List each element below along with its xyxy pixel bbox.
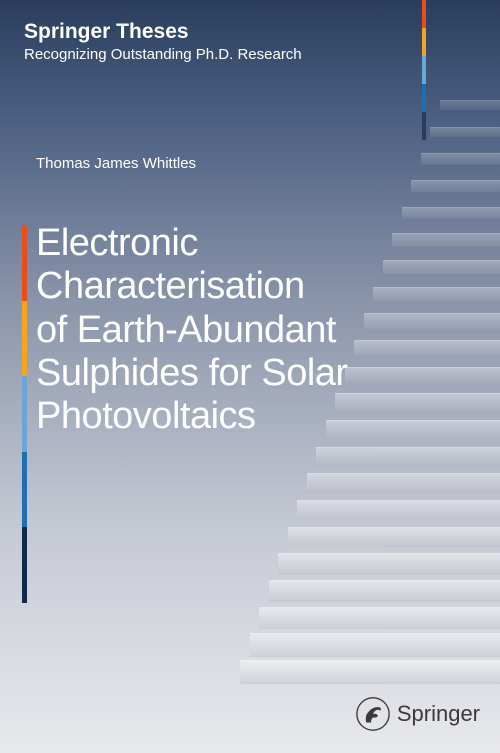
stair-step <box>421 153 500 164</box>
stair-step <box>364 313 500 328</box>
stair-step <box>392 233 500 246</box>
stair-step <box>307 473 500 492</box>
bar-segment <box>22 225 27 301</box>
bar-segment <box>22 452 27 528</box>
title-line: Sulphides for Solar <box>36 352 376 395</box>
stair-step <box>297 500 500 520</box>
bar-segment <box>22 376 27 452</box>
stair-step <box>411 180 500 192</box>
stair-step <box>240 660 500 684</box>
bar-segment <box>422 56 426 84</box>
bar-segment <box>422 112 426 140</box>
title-line: of Earth-Abundant <box>36 309 376 352</box>
stair-step <box>316 447 500 466</box>
stair-step <box>373 287 500 302</box>
stair-step <box>383 260 500 274</box>
stair-step <box>402 207 500 220</box>
publisher-block: Springer <box>356 697 480 731</box>
bar-segment <box>22 527 27 603</box>
stair-step <box>250 633 500 656</box>
springer-horse-icon <box>356 697 390 731</box>
title-line: Characterisation <box>36 265 376 308</box>
bar-segment <box>422 0 426 28</box>
stair-step <box>440 100 500 110</box>
bar-segment <box>422 28 426 56</box>
series-name: Springer Theses <box>24 20 410 44</box>
stair-step <box>278 553 500 574</box>
title-line: Electronic <box>36 222 376 265</box>
stair-step <box>259 607 500 630</box>
author-name: Thomas James Whittles <box>36 155 196 172</box>
title-line: Photovoltaics <box>36 395 376 438</box>
series-tagline: Recognizing Outstanding Ph.D. Research <box>24 46 410 63</box>
series-color-bar-left <box>22 225 27 603</box>
book-title: ElectronicCharacterisationof Earth-Abund… <box>36 222 376 439</box>
stair-step <box>288 527 500 548</box>
stair-step <box>430 127 500 138</box>
stair-step <box>354 340 500 356</box>
stair-step <box>269 580 500 602</box>
publisher-name: Springer <box>397 701 480 727</box>
series-color-bar-top <box>422 0 426 140</box>
bar-segment <box>22 301 27 377</box>
series-header: Springer Theses Recognizing Outstanding … <box>24 20 410 63</box>
bar-segment <box>422 84 426 112</box>
